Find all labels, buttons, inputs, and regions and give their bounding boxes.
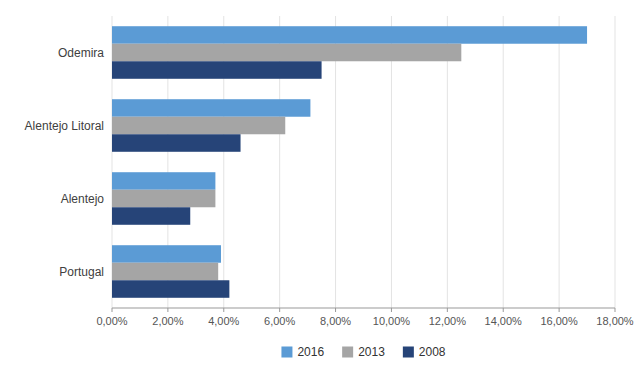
bar — [112, 61, 322, 79]
tick-label: 18,00% — [596, 315, 634, 327]
tick-mark — [167, 308, 168, 312]
tick-label: 6,00% — [264, 315, 295, 327]
legend-label: 2013 — [358, 345, 385, 359]
tick-mark — [559, 308, 560, 312]
legend-swatch — [403, 347, 414, 358]
legend-label: 2008 — [419, 345, 446, 359]
x-axis: 0,00% 2,00% 4,00% 6,00% 8,00% 10,00% 12,00% 14,… — [96, 308, 633, 327]
tick-label: 4,00% — [208, 315, 239, 327]
legend-item: 2008 — [403, 345, 446, 359]
grid-line — [503, 16, 504, 308]
bar — [112, 280, 229, 298]
tick-mark — [615, 308, 616, 312]
bar — [112, 245, 221, 263]
legend-label: 2016 — [297, 345, 324, 359]
bar — [112, 117, 285, 135]
tick-mark — [335, 308, 336, 312]
tick-label: 10,00% — [373, 315, 411, 327]
tick-mark — [112, 308, 113, 312]
legend-item: 2013 — [342, 345, 385, 359]
bar — [112, 190, 215, 208]
grid-line — [559, 16, 560, 308]
legend-item: 2016 — [281, 345, 324, 359]
legend-swatch — [281, 347, 292, 358]
tick-mark — [503, 308, 504, 312]
grid — [112, 16, 615, 308]
legend-swatch — [342, 347, 353, 358]
tick-label: 2,00% — [152, 315, 183, 327]
bars — [112, 26, 587, 298]
category-label: Alentejo Litoral — [25, 119, 104, 133]
tick-label: 12,00% — [429, 315, 467, 327]
chart: 0,00% 2,00% 4,00% 6,00% 8,00% 10,00% 12,00% 14,… — [0, 0, 639, 370]
tick-label: 0,00% — [96, 315, 127, 327]
grid-line — [615, 16, 616, 308]
bar — [112, 44, 461, 62]
tick-label: 14,00% — [485, 315, 523, 327]
tick-mark — [447, 308, 448, 312]
tick-mark — [223, 308, 224, 312]
series — [112, 44, 461, 281]
tick-label: 8,00% — [320, 315, 351, 327]
bar — [112, 172, 215, 190]
tick-mark — [279, 308, 280, 312]
legend: 2016 2013 2008 — [281, 345, 445, 359]
tick-mark — [391, 308, 392, 312]
series — [112, 26, 587, 263]
bar — [112, 134, 241, 152]
category-label: Alentejo — [61, 192, 105, 206]
series — [112, 61, 322, 298]
tick-label: 16,00% — [540, 315, 578, 327]
category-label: Portugal — [59, 265, 104, 279]
bar — [112, 26, 587, 44]
category-label: Odemira — [58, 46, 104, 60]
bar — [112, 207, 190, 225]
bar — [112, 263, 218, 281]
axis-line — [112, 308, 615, 309]
y-axis: Portugal Alentejo Alentejo Litoral Odemira — [25, 46, 105, 279]
bar — [112, 99, 310, 117]
